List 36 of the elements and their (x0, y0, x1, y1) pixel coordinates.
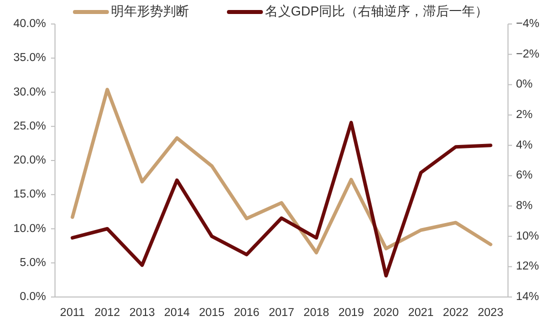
y2-tick-label: 2% (516, 109, 533, 122)
y-tick-label: 35.0% (13, 52, 46, 64)
y-tick-label: 40.0% (13, 18, 46, 30)
y2-tick-label: 4% (516, 139, 533, 152)
x-tick-label: 2023 (478, 307, 504, 320)
y-tick-label: 5.0% (20, 256, 46, 269)
y-tick-label: 20.0% (13, 154, 46, 167)
y2-tick-label: 12% (516, 260, 540, 273)
x-tick-label: 2017 (268, 307, 294, 320)
x-tick-label: 2014 (164, 307, 190, 320)
y2-tick-label: −4% (516, 18, 540, 30)
x-tick-label: 2015 (199, 307, 225, 320)
x-tick-label: 2020 (373, 307, 399, 320)
x-tick-label: 2019 (338, 307, 364, 320)
y2-tick-label: 14% (516, 291, 540, 304)
line-series (70, 88, 492, 254)
y-tick-label: 30.0% (13, 86, 46, 98)
y-tick-label: 25.0% (13, 120, 46, 132)
x-tick-label: 2013 (129, 307, 155, 320)
y2-tick-label: 0% (516, 78, 533, 91)
y2-tick-label: 6% (516, 170, 533, 182)
y2-tick-label: 8% (516, 200, 533, 212)
x-tick-label: 2022 (442, 307, 469, 320)
x-tick-label: 2021 (408, 307, 434, 320)
x-tick-label: 2018 (304, 307, 330, 320)
legend-label: 明年形势判断 (110, 3, 189, 18)
x-tick-label: 2012 (94, 307, 120, 320)
x-tick-label: 2016 (234, 307, 260, 320)
y2-tick-label: 10% (516, 230, 540, 242)
legend-label: 名义GDP同比（右轴逆序，滞后一年） (264, 3, 488, 18)
x-tick-label: 2011 (60, 307, 85, 320)
y-tick-label: 15.0% (13, 188, 46, 201)
y-tick-label: 10.0% (13, 222, 46, 235)
y2-tick-label: −2% (516, 48, 540, 60)
line-series (70, 120, 492, 278)
y-tick-label: 0.0% (20, 291, 46, 304)
